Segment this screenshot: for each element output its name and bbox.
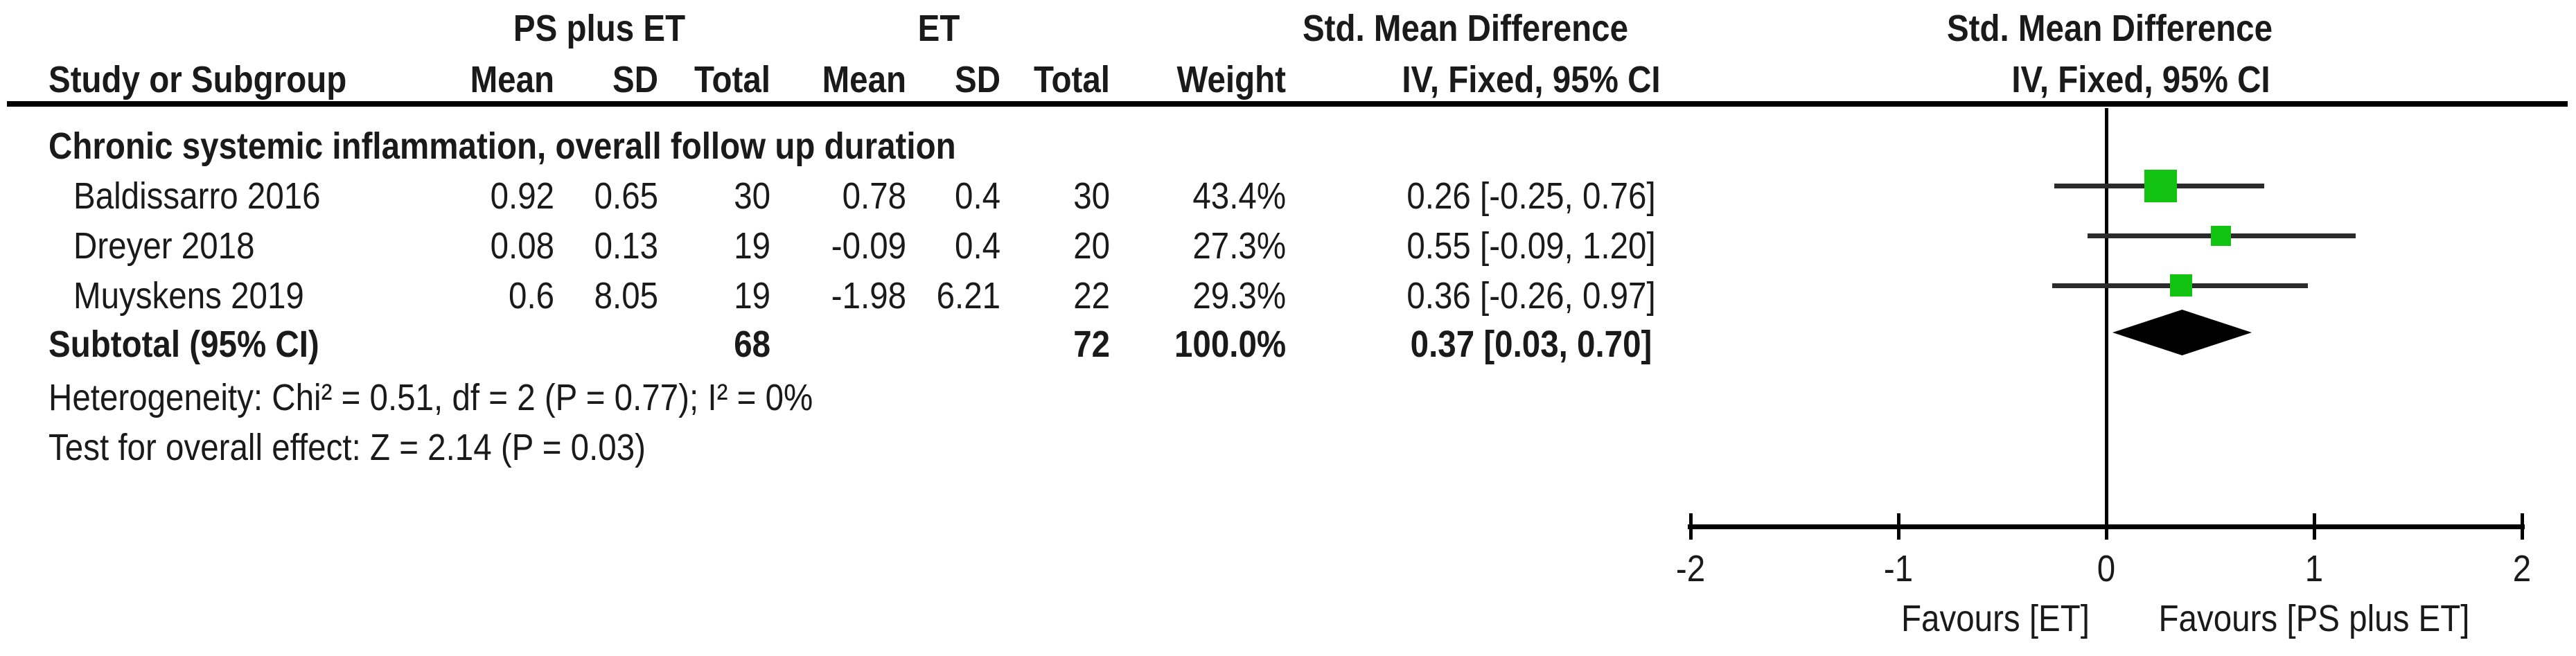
mean1-cell: 0.92 [490, 175, 554, 217]
effect-header-table: Std. Mean Difference [1302, 8, 1629, 49]
subtotal-weight: 100.0% [1174, 323, 1286, 365]
group2-header: ET [917, 8, 960, 49]
header-divider-line [7, 101, 2568, 107]
ci-text-cell: 0.55 [-0.09, 1.20] [1406, 225, 1656, 267]
weight-cell: 27.3% [1192, 225, 1286, 267]
sd1-cell: 0.65 [594, 175, 658, 217]
study-label: Dreyer 2018 [73, 225, 255, 267]
column-header-sd1: SD [612, 59, 658, 100]
weight-cell: 43.4% [1192, 175, 1286, 217]
column-header-weight: Weight [1176, 59, 1286, 100]
mean2-cell: 0.78 [842, 175, 906, 217]
axis-tick-label: -1 [1883, 548, 1914, 589]
axis-tick [1689, 513, 1693, 540]
column-header-study: Study or Subgroup [48, 59, 347, 100]
axis-tick [2105, 513, 2108, 540]
effect-square-marker [2210, 225, 2231, 246]
column-header-ci-table: IV, Fixed, 95% CI [1402, 59, 1661, 100]
heterogeneity-text: Heterogeneity: Chi² = 0.51, df = 2 (P = … [48, 377, 813, 418]
column-header-total1: Total [694, 59, 770, 100]
sd2-cell: 0.4 [954, 225, 1000, 267]
subtotal-diamond-marker [2112, 310, 2252, 355]
column-header-sd2: SD [954, 59, 1000, 100]
sd1-cell: 8.05 [594, 275, 658, 317]
effect-square-marker [2144, 169, 2177, 202]
total1-cell: 30 [734, 175, 770, 217]
axis-tick-label: 1 [2304, 548, 2324, 589]
column-header-mean2: Mean [822, 59, 906, 100]
sd1-cell: 0.13 [594, 225, 658, 267]
favours-left-label: Favours [ET] [1900, 598, 2090, 639]
axis-tick [2521, 513, 2524, 540]
subtotal-ci-text: 0.37 [0.03, 0.70] [1410, 323, 1652, 365]
total2-cell: 20 [1073, 225, 1110, 267]
total2-cell: 30 [1073, 175, 1110, 217]
sd2-cell: 0.4 [954, 175, 1000, 217]
favours-right-label: Favours [PS plus ET] [2158, 598, 2470, 639]
axis-tick-label: 0 [2097, 548, 2116, 589]
total1-cell: 19 [734, 225, 770, 267]
column-header-ci-plot: IV, Fixed, 95% CI [2011, 59, 2270, 100]
study-label: Baldissarro 2016 [73, 175, 321, 217]
subtotal-total2: 72 [1073, 323, 1110, 365]
column-header-mean1: Mean [470, 59, 554, 100]
axis-tick [1897, 513, 1900, 540]
axis-tick-label: -2 [1675, 548, 1706, 589]
weight-cell: 29.3% [1192, 275, 1286, 317]
mean1-cell: 0.6 [508, 275, 554, 317]
ci-text-cell: 0.26 [-0.25, 0.76] [1406, 175, 1656, 217]
subgroup-title: Chronic systemic inflammation, overall f… [48, 125, 956, 167]
total2-cell: 22 [1073, 275, 1110, 317]
mean2-cell: -0.09 [831, 225, 906, 267]
subtotal-total1: 68 [734, 323, 770, 365]
study-label: Muyskens 2019 [73, 275, 304, 317]
axis-tick [2313, 513, 2316, 540]
sd2-cell: 6.21 [936, 275, 1000, 317]
overall-effect-text: Test for overall effect: Z = 2.14 (P = 0… [48, 427, 646, 468]
axis-tick-label: 2 [2512, 548, 2532, 589]
group1-header: PS plus ET [513, 8, 686, 49]
effect-header-plot: Std. Mean Difference [1946, 8, 2273, 49]
total1-cell: 19 [734, 275, 770, 317]
zero-line [2105, 108, 2108, 526]
subtotal-label: Subtotal (95% CI) [48, 323, 319, 365]
mean1-cell: 0.08 [490, 225, 554, 267]
mean2-cell: -1.98 [831, 275, 906, 317]
column-header-total2: Total [1034, 59, 1110, 100]
ci-text-cell: 0.36 [-0.26, 0.97] [1406, 275, 1656, 317]
effect-square-marker [2170, 274, 2192, 296]
